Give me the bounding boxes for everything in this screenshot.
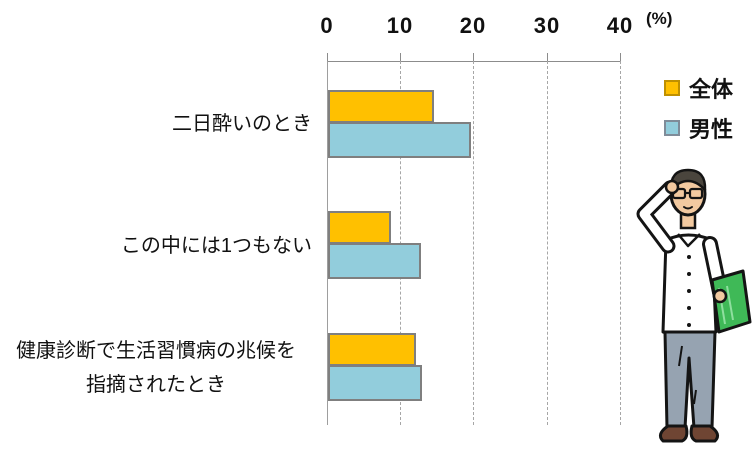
bar-dansei-none [328, 243, 421, 279]
bar-dansei-checkup [328, 365, 422, 401]
x-axis-line [327, 61, 621, 62]
axis-tick-label-30: 30 [533, 13, 561, 38]
axis-tick [327, 53, 328, 61]
axis-tick-label-40: 40 [606, 13, 634, 38]
axis-tick [473, 53, 474, 61]
axis-tick-label-20: 20 [459, 13, 487, 38]
man-illustration [636, 168, 752, 443]
legend-item-dansei: 男性 [664, 112, 733, 144]
bar-dansei-hangover [328, 122, 471, 158]
gridline-30 [547, 61, 548, 425]
legend-label-dansei: 男性 [689, 117, 734, 142]
category-label-checkup-line1: 健康診断で生活習慣病の兆候を [16, 340, 296, 362]
axis-tick [620, 53, 621, 61]
category-label-checkup-line2: 指摘されたとき [86, 374, 226, 396]
axis-tick-label-0: 0 [320, 13, 334, 38]
gridline-20 [473, 61, 474, 425]
axis-tick [547, 53, 548, 61]
legend-swatch-dansei [664, 120, 680, 136]
legend-label-zentai: 全体 [689, 77, 734, 102]
bar-zentai-checkup [328, 333, 416, 366]
axis-tick [400, 53, 401, 61]
bar-zentai-none [328, 211, 391, 244]
legend-swatch-zentai [664, 80, 680, 96]
category-label-none: この中には1つもない [120, 235, 312, 257]
category-label-hangover: 二日酔いのとき [172, 113, 312, 135]
category-label-checkup: 健康診断で生活習慣病の兆候を 指摘されたとき [0, 334, 312, 402]
legend-item-zentai: 全体 [664, 72, 733, 104]
axis-unit-label: (%) [646, 9, 673, 28]
gridline-40 [620, 61, 621, 425]
zero-baseline [327, 61, 328, 425]
axis-tick-label-10: 10 [386, 13, 414, 38]
bar-zentai-hangover [328, 90, 434, 123]
